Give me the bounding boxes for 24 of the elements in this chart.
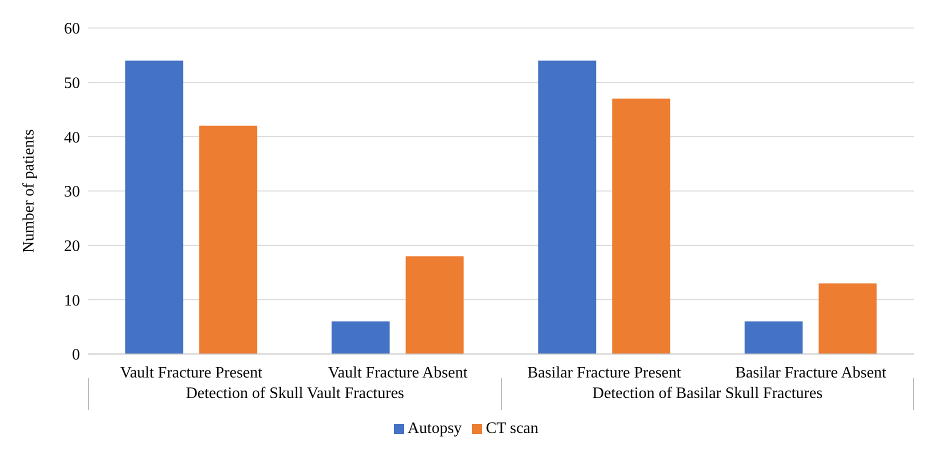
- bar: [744, 321, 803, 354]
- y-tick-label: 40: [64, 129, 80, 146]
- text: Detection of Skull Vault Fractures: [186, 385, 404, 403]
- x-tick-label: Basilar Fracture Absent: [735, 364, 887, 382]
- y-tick-label: 10: [64, 292, 80, 310]
- bar: [406, 256, 464, 354]
- x-tick-label: Basilar Fracture Present: [527, 364, 682, 382]
- y-tick-label: 60: [64, 20, 80, 38]
- y-tick-label: 20: [64, 238, 80, 256]
- y-tick-label: 30: [64, 184, 80, 201]
- legend-label: Autopsy: [408, 420, 462, 437]
- bar: [538, 60, 596, 354]
- legend-label: CT scan: [486, 420, 538, 437]
- y-axis-title: Number of patients: [20, 129, 38, 253]
- y-tick-label: 50: [64, 75, 80, 92]
- bar: [199, 126, 258, 354]
- bar: [818, 283, 877, 354]
- x-tick-label: Vault Fracture Present: [120, 364, 263, 382]
- y-tick-label: 0: [72, 346, 80, 364]
- text: Detection of Basilar Skull Fractures: [592, 385, 823, 403]
- bar: [332, 321, 390, 354]
- bar: [125, 60, 184, 354]
- x-tick-label: Vault Fracture Absent: [328, 364, 468, 382]
- bar: [612, 98, 670, 354]
